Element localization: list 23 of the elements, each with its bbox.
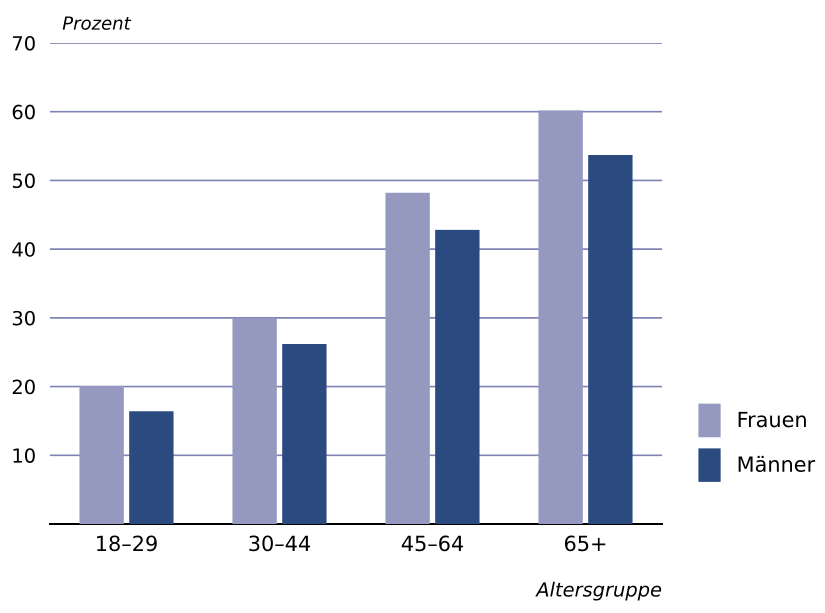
bar <box>435 230 480 524</box>
bar <box>79 386 124 524</box>
y-tick-label: 50 <box>12 173 35 188</box>
bar <box>588 155 633 524</box>
y-tick-label: 10 <box>14 448 35 463</box>
bar <box>232 318 277 524</box>
x-tick-label: 45–64 <box>402 535 464 552</box>
y-tick-label: 20 <box>12 380 35 394</box>
x-axis-title: Altersgruppe <box>535 582 662 601</box>
bar <box>282 344 327 524</box>
x-tick-label: 65+ <box>564 535 606 552</box>
legend-label: Männer <box>738 456 816 472</box>
x-tick-label: 18–29 <box>97 535 157 552</box>
y-axis-title: Prozent <box>62 16 132 30</box>
y-tick-label: 40 <box>12 242 35 257</box>
legend-label: Frauen <box>738 412 806 428</box>
y-tick-label: 30 <box>12 310 35 326</box>
x-tick-label: 30–44 <box>249 535 310 552</box>
bar <box>385 192 430 524</box>
y-tick-label: 60 <box>12 104 35 120</box>
bar <box>129 411 174 524</box>
y-tick-label: 70 <box>12 36 35 51</box>
bar <box>538 110 583 524</box>
